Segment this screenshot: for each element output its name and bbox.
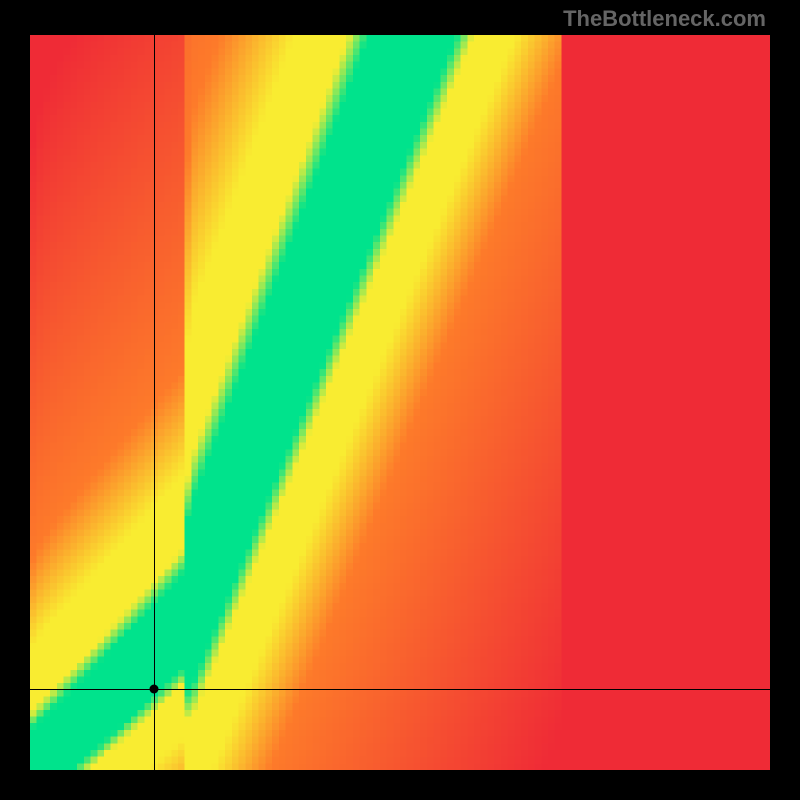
chart-container: TheBottleneck.com bbox=[0, 0, 800, 800]
bottleneck-heatmap bbox=[30, 35, 770, 770]
watermark-text: TheBottleneck.com bbox=[563, 6, 766, 32]
crosshair-vertical bbox=[154, 35, 155, 770]
crosshair-horizontal bbox=[30, 689, 770, 690]
selected-point-marker bbox=[150, 685, 159, 694]
